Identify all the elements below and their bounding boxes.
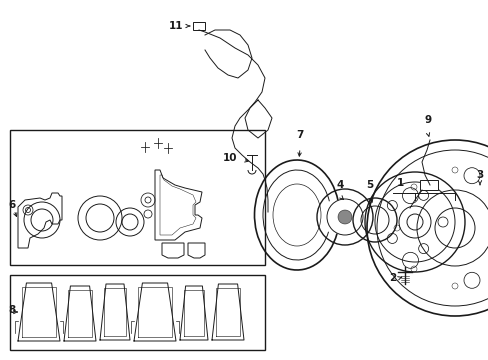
Text: 6: 6: [8, 200, 15, 210]
Text: 10: 10: [222, 153, 237, 163]
Text: 11: 11: [168, 21, 183, 31]
Text: 2: 2: [388, 273, 396, 283]
Text: 7: 7: [296, 130, 303, 140]
Circle shape: [337, 210, 351, 224]
Text: 4: 4: [336, 180, 343, 190]
Text: 8: 8: [8, 305, 15, 315]
Bar: [10, 130, 264, 265]
Text: 1: 1: [396, 178, 403, 188]
Bar: [193, 22, 204, 30]
Text: 5: 5: [366, 180, 373, 190]
Bar: [419, 180, 437, 190]
Bar: [10, 275, 264, 350]
Text: 9: 9: [424, 115, 431, 125]
Text: 3: 3: [475, 170, 483, 180]
